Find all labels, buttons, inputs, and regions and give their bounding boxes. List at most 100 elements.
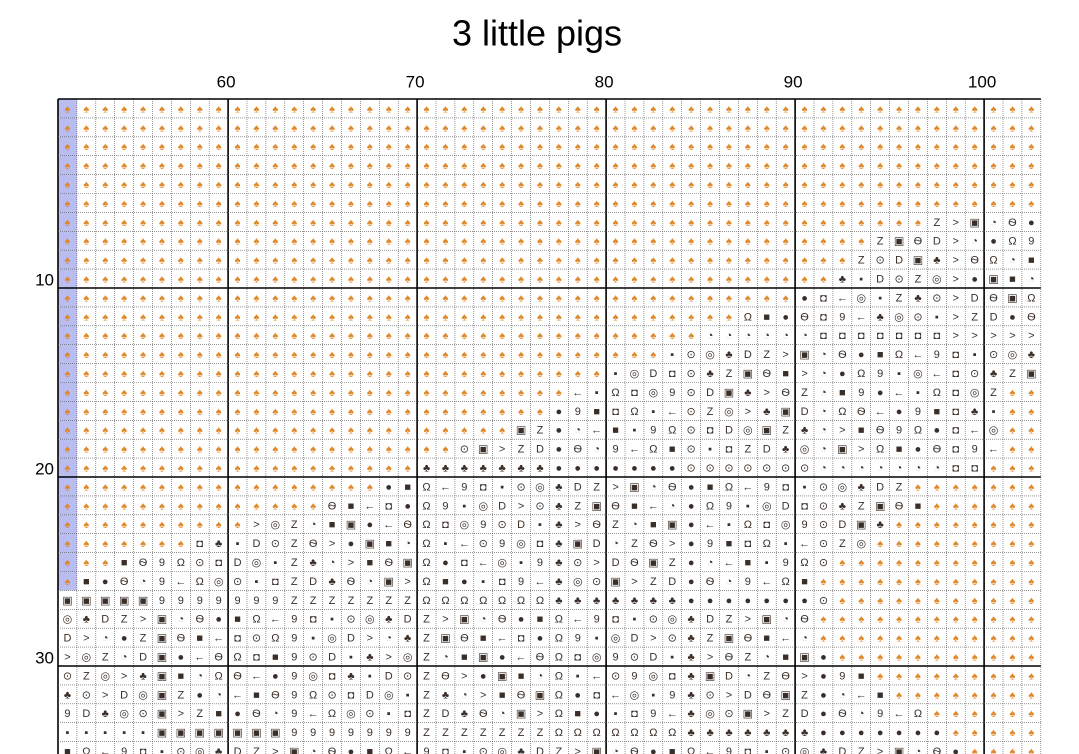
cell-symbol: ♠ — [594, 349, 600, 361]
cell-symbol: ■ — [801, 576, 808, 588]
cell-symbol: ♠ — [367, 330, 373, 342]
cell-symbol: ♠ — [915, 670, 921, 682]
cell-symbol: ◎ — [308, 670, 318, 682]
cell-symbol: ♠ — [140, 519, 146, 531]
cell-symbol: ♠ — [405, 330, 411, 342]
cell-symbol: ▪ — [519, 557, 523, 569]
cell-symbol: ♠ — [821, 633, 827, 645]
cell-symbol: ♠ — [121, 425, 127, 437]
cell-symbol: ♠ — [480, 255, 486, 267]
cell-symbol: ♠ — [575, 141, 581, 153]
cell-symbol: ♠ — [83, 292, 89, 304]
cell-symbol: ♠ — [235, 330, 241, 342]
cell-symbol: ◘ — [442, 746, 449, 754]
cell-symbol: ⊙ — [932, 292, 941, 304]
cell-symbol: ♠ — [745, 160, 751, 172]
cell-symbol: ● — [915, 444, 922, 456]
cell-symbol: Ѳ — [800, 311, 809, 323]
cell-symbol: ♠ — [839, 595, 845, 607]
cell-symbol: ♠ — [972, 633, 978, 645]
cell-symbol: ♠ — [1010, 614, 1016, 626]
cell-symbol: ♠ — [461, 349, 467, 361]
cell-symbol: ♠ — [140, 330, 146, 342]
cell-symbol: ● — [934, 425, 941, 437]
cell-symbol: ♠ — [291, 387, 297, 399]
cell-symbol: ♠ — [518, 160, 524, 172]
cell-symbol: ♠ — [991, 122, 997, 134]
cell-symbol: ♠ — [613, 122, 619, 134]
cell-symbol: Ω — [782, 576, 790, 588]
cell-symbol: ● — [801, 595, 808, 607]
cell-symbol: Ѳ — [441, 670, 450, 682]
cell-symbol: ▣ — [894, 746, 904, 754]
cell-symbol: ● — [556, 462, 563, 474]
cell-symbol: ♠ — [783, 292, 789, 304]
cell-symbol: ♠ — [821, 103, 827, 115]
cell-symbol: ♠ — [518, 349, 524, 361]
cell-symbol: ◘ — [669, 670, 676, 682]
cell-symbol: ♠ — [178, 292, 184, 304]
cell-symbol: ♠ — [197, 387, 203, 399]
cell-symbol: ← — [742, 481, 753, 493]
cell-symbol: ● — [631, 462, 638, 474]
cell-symbol: ♠ — [216, 122, 222, 134]
cell-symbol: ● — [102, 576, 109, 588]
cell-symbol: ♠ — [121, 519, 127, 531]
cell-symbol: ♠ — [537, 406, 543, 418]
cell-symbol: 9 — [650, 425, 656, 437]
cell-symbol: ← — [100, 746, 111, 754]
cell-symbol: ● — [461, 576, 468, 588]
cell-symbol: ● — [442, 557, 449, 569]
cell-symbol: ♠ — [102, 462, 108, 474]
cell-symbol: Z — [669, 557, 676, 569]
cell-symbol: ♣ — [517, 746, 524, 754]
cell-symbol: ♠ — [575, 103, 581, 115]
cell-symbol: ♠ — [405, 406, 411, 418]
cell-symbol: ♠ — [783, 217, 789, 229]
cell-symbol: ← — [837, 292, 848, 304]
cell-symbol: ▣ — [440, 633, 450, 645]
cell-symbol: ♠ — [556, 179, 562, 191]
cell-symbol: ● — [839, 727, 846, 739]
cell-symbol: D — [63, 633, 71, 645]
cell-symbol: 9 — [234, 595, 240, 607]
cell-symbol: > — [178, 708, 184, 720]
cell-symbol: ♣ — [744, 387, 751, 399]
cell-symbol: ♠ — [272, 462, 278, 474]
cell-symbol: ▣ — [100, 595, 110, 607]
cell-symbol: ♠ — [934, 708, 940, 720]
cell-symbol: ◘ — [763, 519, 770, 531]
cell-symbol: ♠ — [518, 198, 524, 210]
cell-symbol: 9 — [159, 557, 165, 569]
cell-symbol: ♠ — [272, 273, 278, 285]
cell-symbol: ♠ — [197, 311, 203, 323]
cell-symbol: ♠ — [991, 198, 997, 210]
cell-symbol: ● — [858, 727, 865, 739]
cell-symbol: ▪ — [897, 368, 901, 380]
cell-symbol: ♠ — [235, 349, 241, 361]
cell-symbol: ♠ — [707, 292, 713, 304]
cell-symbol: ♠ — [310, 103, 316, 115]
cell-symbol: ⊙ — [876, 255, 885, 267]
cell-symbol: ♠ — [1010, 519, 1016, 531]
cell-symbol: ◘ — [404, 708, 411, 720]
cell-symbol: ♠ — [1028, 614, 1034, 626]
cell-symbol: ♣ — [574, 595, 581, 607]
cell-symbol: ♠ — [783, 122, 789, 134]
cell-symbol: ◎ — [195, 746, 205, 754]
cell-symbol: ♠ — [556, 103, 562, 115]
cell-symbol: > — [953, 273, 959, 285]
cell-symbol: ♠ — [329, 349, 335, 361]
cell-symbol: ♠ — [972, 689, 978, 701]
cell-symbol: 9 — [575, 406, 581, 418]
cell-symbol: ♠ — [272, 387, 278, 399]
cell-symbol: ♠ — [102, 236, 108, 248]
cell-symbol: 9 — [537, 557, 543, 569]
cell-symbol: D — [782, 500, 790, 512]
cell-symbol: ♣ — [688, 670, 695, 682]
cell-symbol: > — [386, 651, 392, 663]
cell-symbol: ♠ — [1028, 500, 1034, 512]
cell-symbol: Ѳ — [838, 708, 847, 720]
cell-symbol: ♠ — [575, 198, 581, 210]
cell-symbol: ♠ — [783, 103, 789, 115]
